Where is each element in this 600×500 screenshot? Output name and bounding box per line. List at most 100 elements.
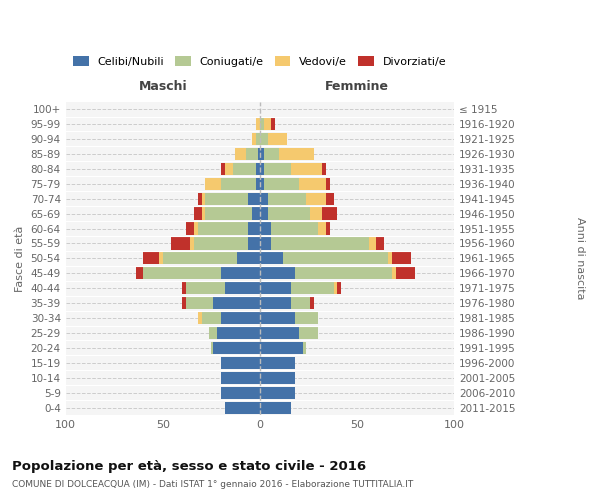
Bar: [271, 118, 275, 130]
Bar: [271, 222, 318, 234]
Bar: [299, 327, 318, 339]
Bar: [194, 222, 197, 234]
Bar: [376, 238, 384, 250]
Bar: [217, 327, 260, 339]
Legend: Celibi/Nubili, Coniugati/e, Vedovi/e, Divorziati/e: Celibi/Nubili, Coniugati/e, Vedovi/e, Di…: [69, 52, 451, 71]
Bar: [256, 118, 260, 130]
Bar: [197, 312, 202, 324]
Bar: [260, 252, 283, 264]
Bar: [248, 222, 260, 234]
Bar: [221, 312, 260, 324]
Bar: [260, 133, 268, 145]
Bar: [260, 402, 291, 414]
Bar: [236, 252, 260, 264]
Bar: [263, 148, 279, 160]
Bar: [322, 162, 326, 175]
Bar: [322, 208, 337, 220]
Bar: [221, 357, 260, 369]
Bar: [396, 267, 415, 280]
Bar: [143, 252, 159, 264]
Bar: [221, 178, 256, 190]
Bar: [213, 342, 260, 354]
Bar: [392, 252, 411, 264]
Bar: [260, 342, 302, 354]
Bar: [163, 252, 236, 264]
Bar: [190, 238, 194, 250]
Bar: [295, 312, 318, 324]
Bar: [268, 208, 310, 220]
Bar: [186, 297, 213, 310]
Bar: [202, 208, 205, 220]
Bar: [295, 267, 392, 280]
Bar: [337, 282, 341, 294]
Bar: [225, 402, 260, 414]
Bar: [136, 267, 143, 280]
Bar: [260, 148, 263, 160]
Bar: [307, 192, 326, 205]
Bar: [334, 282, 337, 294]
Y-axis label: Anni di nascita: Anni di nascita: [575, 217, 585, 300]
Bar: [205, 192, 248, 205]
Bar: [260, 282, 291, 294]
Bar: [260, 118, 263, 130]
Bar: [392, 267, 396, 280]
Bar: [291, 282, 334, 294]
Bar: [248, 192, 260, 205]
Text: Femmine: Femmine: [325, 80, 389, 92]
Bar: [186, 282, 225, 294]
Bar: [221, 386, 260, 399]
Bar: [260, 178, 263, 190]
Bar: [221, 162, 225, 175]
Bar: [271, 238, 368, 250]
Bar: [260, 327, 299, 339]
Bar: [252, 208, 260, 220]
Bar: [263, 162, 291, 175]
Bar: [260, 208, 268, 220]
Bar: [225, 282, 260, 294]
Bar: [268, 192, 307, 205]
Bar: [260, 192, 268, 205]
Bar: [326, 222, 329, 234]
Y-axis label: Fasce di età: Fasce di età: [15, 225, 25, 292]
Bar: [211, 342, 213, 354]
Bar: [197, 192, 202, 205]
Bar: [170, 238, 190, 250]
Bar: [233, 162, 256, 175]
Bar: [368, 238, 376, 250]
Bar: [326, 192, 334, 205]
Bar: [256, 178, 260, 190]
Bar: [225, 162, 233, 175]
Bar: [263, 178, 299, 190]
Bar: [283, 252, 388, 264]
Bar: [248, 238, 260, 250]
Bar: [205, 208, 252, 220]
Bar: [326, 178, 329, 190]
Bar: [299, 178, 326, 190]
Bar: [256, 133, 260, 145]
Bar: [260, 386, 295, 399]
Bar: [318, 222, 326, 234]
Bar: [260, 267, 295, 280]
Bar: [213, 297, 260, 310]
Bar: [260, 357, 295, 369]
Bar: [205, 178, 221, 190]
Text: Popolazione per età, sesso e stato civile - 2016: Popolazione per età, sesso e stato civil…: [12, 460, 366, 473]
Text: Maschi: Maschi: [139, 80, 187, 92]
Text: COMUNE DI DOLCEACQUA (IM) - Dati ISTAT 1° gennaio 2016 - Elaborazione TUTTITALIA: COMUNE DI DOLCEACQUA (IM) - Dati ISTAT 1…: [12, 480, 413, 489]
Bar: [252, 133, 256, 145]
Bar: [258, 148, 260, 160]
Bar: [221, 372, 260, 384]
Bar: [159, 252, 163, 264]
Bar: [388, 252, 392, 264]
Bar: [260, 238, 271, 250]
Bar: [186, 222, 194, 234]
Bar: [260, 297, 291, 310]
Bar: [302, 342, 307, 354]
Bar: [279, 148, 314, 160]
Bar: [256, 162, 260, 175]
Bar: [209, 327, 217, 339]
Bar: [310, 297, 314, 310]
Bar: [260, 372, 295, 384]
Bar: [143, 267, 221, 280]
Bar: [194, 238, 248, 250]
